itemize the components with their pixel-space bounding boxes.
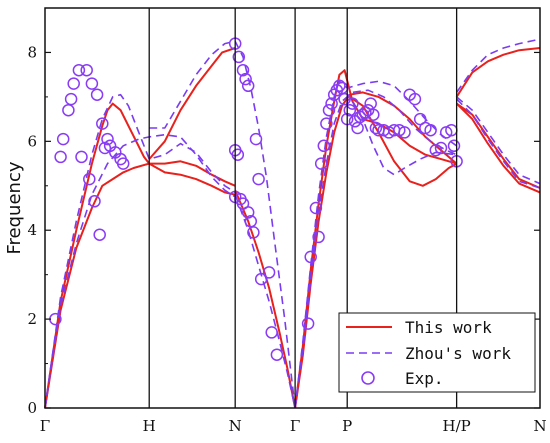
this-work-branch-3 [234,189,297,409]
exp-point-35 [252,172,265,186]
exp-point-55 [343,103,357,117]
exp-point-41 [304,250,317,264]
this-work-branch-7 [455,47,541,98]
y-tick-label-2: 4 [27,221,37,239]
exp-point-71 [398,126,411,139]
this-work-branch-9 [455,102,541,194]
exp-point-38 [265,326,278,339]
exp-point-47 [322,103,336,117]
exp-point-51 [333,79,346,93]
exp-point-20 [98,141,112,155]
exp-point-17 [83,172,96,186]
exp-point-2 [56,132,70,146]
exp-point-9 [90,88,104,101]
exp-point-48 [325,97,338,110]
exp-point-45 [317,139,331,153]
y-tick-label-3: 6 [27,132,37,150]
exp-point-27 [231,148,245,161]
plot-frame [44,7,541,409]
x-tick-label-6: N [533,417,546,435]
y-axis-title: Frequency [4,161,25,254]
zhou-work-branch-1 [44,133,236,409]
exp-point-22 [232,50,246,64]
this-work-branch-0 [44,102,236,409]
exp-point-24 [239,72,252,86]
exp-point-42 [309,201,323,215]
y-tick-label-0: 0 [27,399,37,417]
exp-point-40 [301,317,315,330]
x-tick-label-3: Γ [290,417,300,435]
zhou-work-branch-2 [149,40,236,129]
exp-point-65 [369,121,383,135]
legend-exp-label: Exp. [405,369,444,388]
exp-point-6 [72,63,86,77]
zhou-work-branch-7 [351,100,457,176]
legend-zhou-label: Zhou's work [405,344,511,363]
exp-point-37 [262,266,276,279]
legend-exp-swatch [361,371,375,385]
exp-point-64 [367,108,380,121]
exp-point-36 [254,272,268,286]
zhou-work-branch-9 [456,96,541,185]
x-tick-label-5: H/P [443,417,471,435]
exp-point-11 [101,132,114,146]
exp-point-10 [96,117,109,130]
x-tick-label-1: H [143,417,156,435]
exp-point-34 [249,132,263,146]
exp-point-4 [64,92,78,106]
exp-point-18 [88,195,101,208]
exp-point-8 [85,77,99,90]
exp-point-16 [75,150,88,164]
exp-point-81 [447,139,461,153]
legend: This work Zhou's work Exp. [338,312,536,393]
x-tick-label-4: P [342,417,352,435]
exp-point-73 [408,92,422,106]
zhou-work-branch-8 [455,38,541,93]
experimental-markers-layer [49,37,463,361]
exp-point-33 [247,226,260,239]
exp-point-39 [270,348,284,361]
zhou-work-branch-10 [456,98,541,189]
exp-point-44 [314,157,328,170]
exp-point-1 [54,150,67,164]
exp-point-78 [434,141,448,155]
exp-point-5 [67,77,80,90]
x-tick-label-2: N [229,417,242,435]
this-work-branch-1 [44,162,236,409]
exp-point-76 [424,123,437,137]
y-axis: 0 2 4 6 8 [27,43,540,417]
exp-point-19 [93,228,106,241]
x-tick-label-0: Γ [40,417,50,435]
y-tick-label-1: 2 [27,310,37,328]
zhou-work-branch-0 [44,93,236,409]
exp-point-31 [241,206,255,219]
x-axis: Γ H N Γ P H/P N [40,417,547,435]
exp-point-25 [241,79,255,93]
zhou-work-branch-4 [234,194,296,409]
exp-point-15 [116,157,130,170]
this-work-branch-2 [148,47,236,160]
exp-point-46 [320,117,333,130]
y-tick-label-4: 8 [27,43,37,61]
exp-point-43 [312,230,325,244]
legend-this-work-label: This work [405,318,492,337]
exp-point-23 [236,63,250,77]
exp-point-7 [80,63,93,77]
